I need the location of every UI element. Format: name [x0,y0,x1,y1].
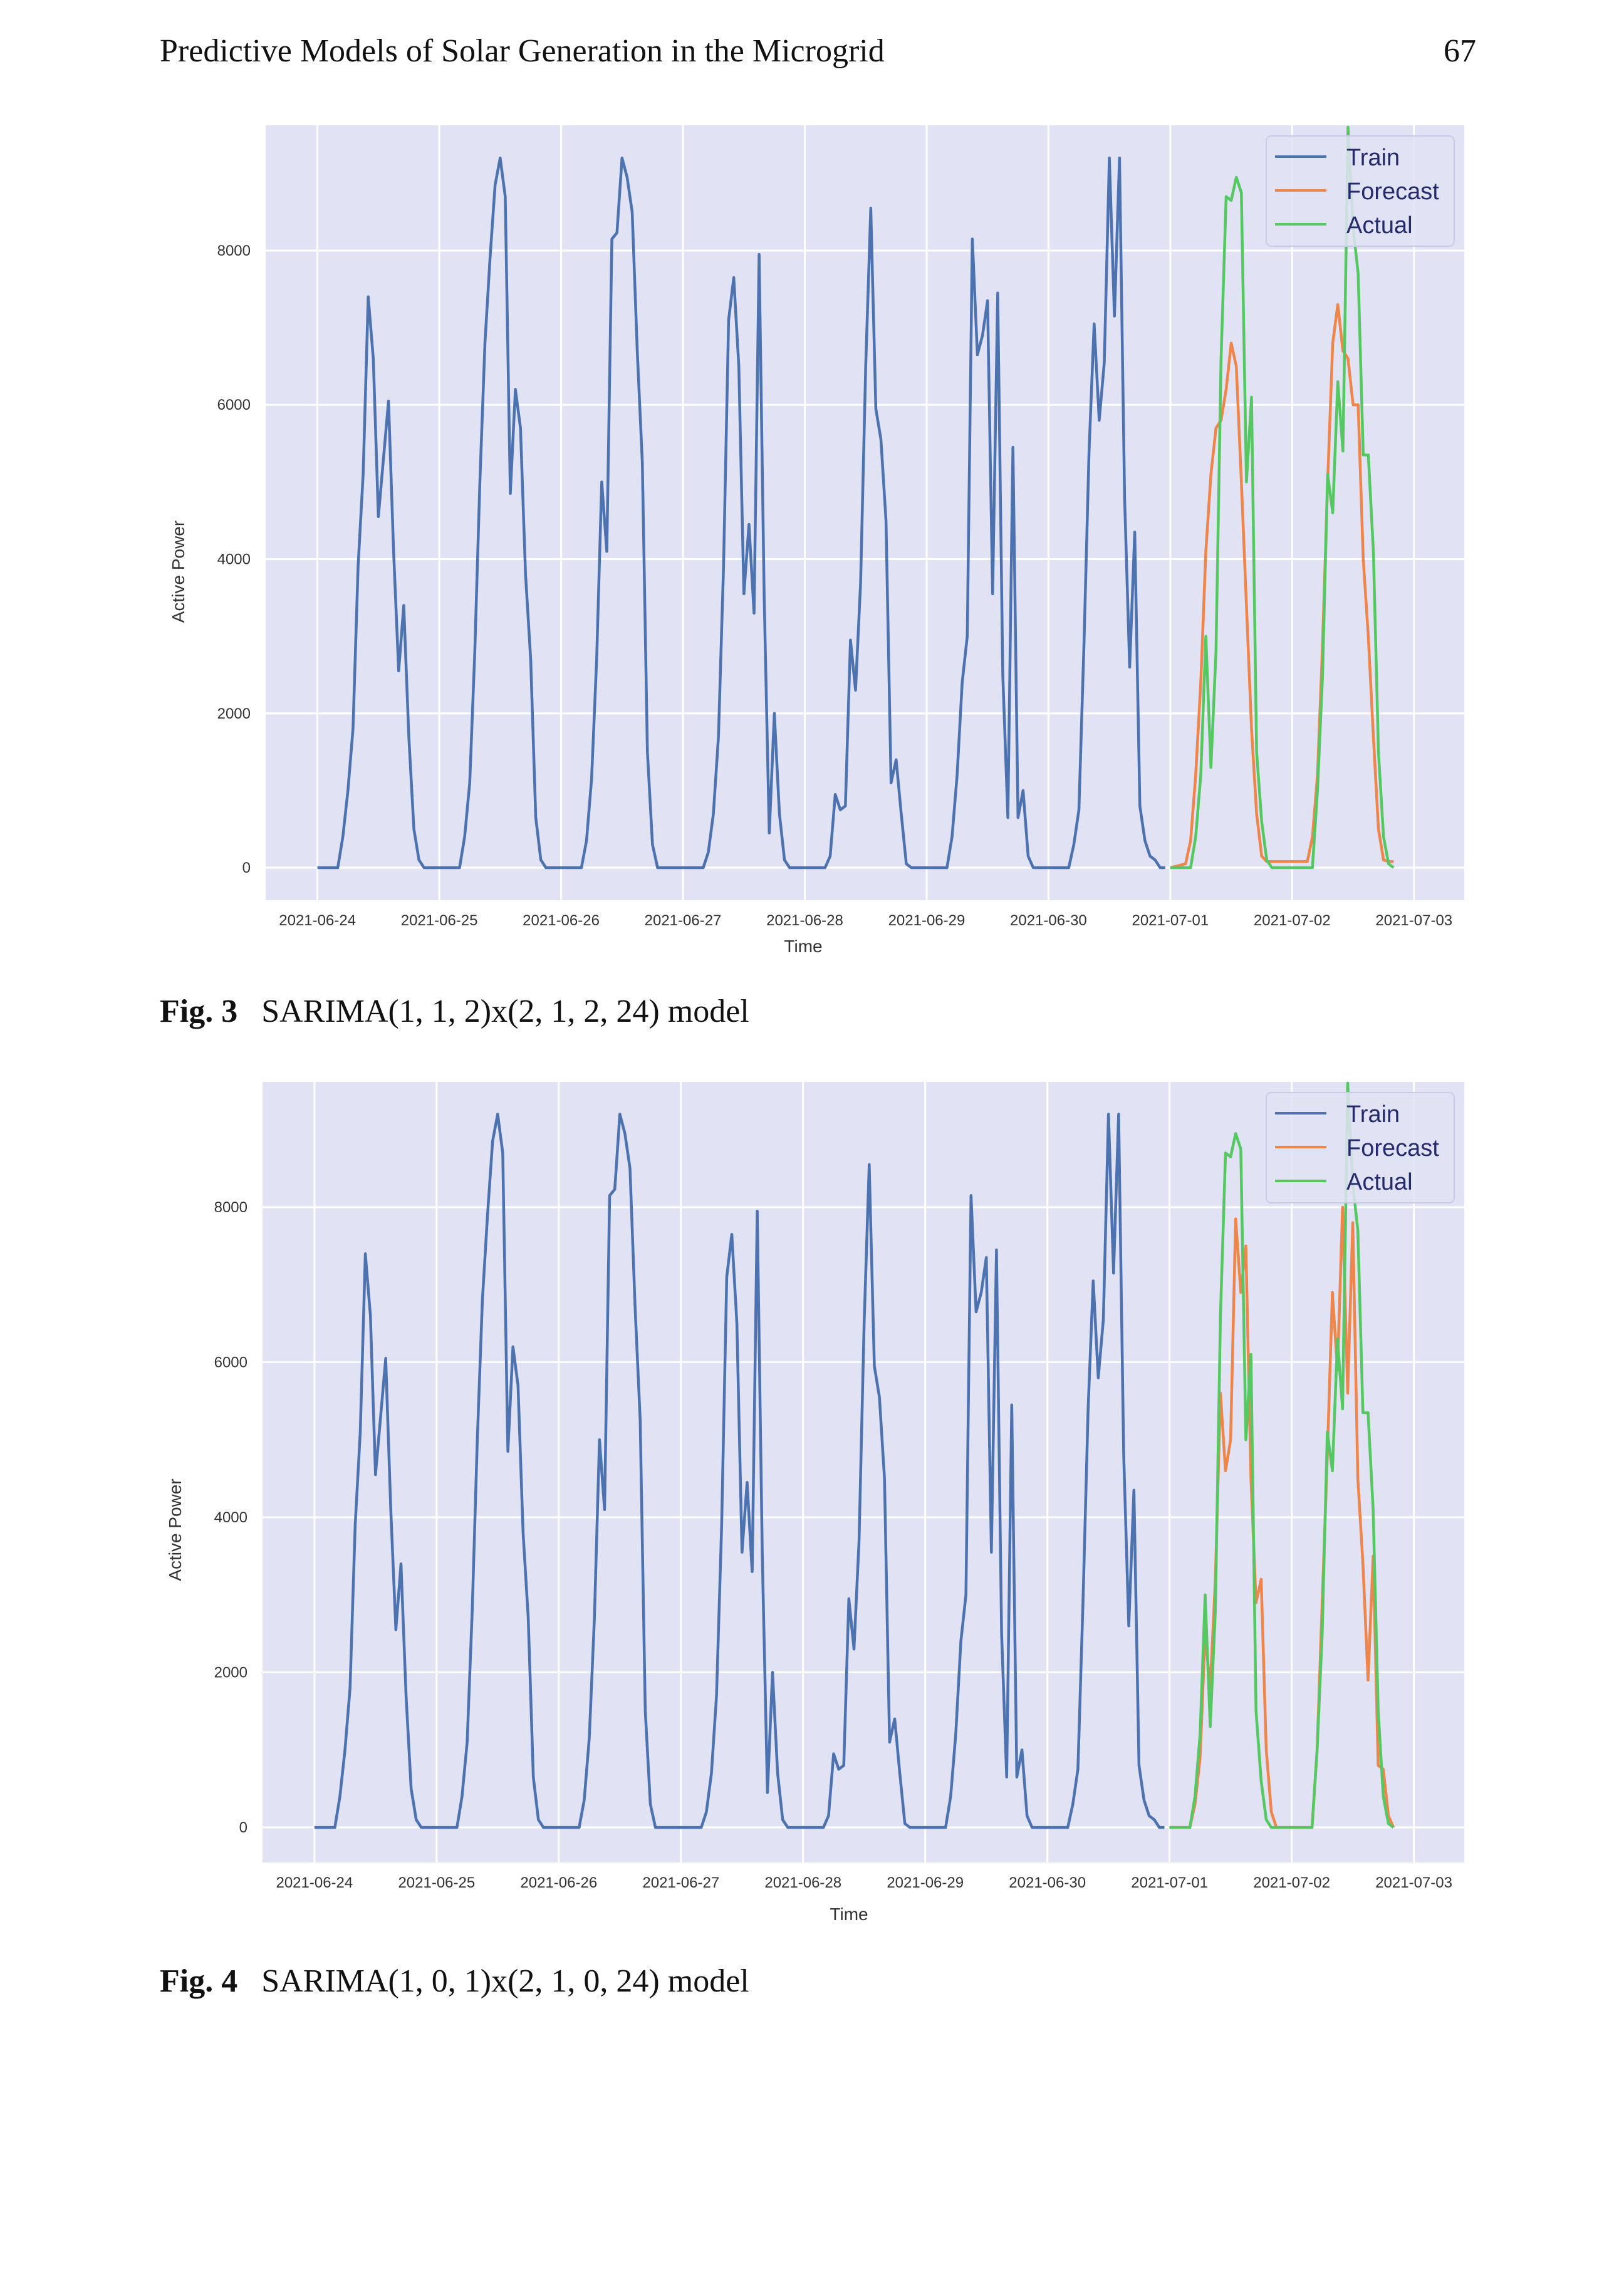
y-tick-label: 0 [239,1819,247,1836]
legend: Train Forecast Actual [1266,1092,1455,1203]
figure-4-chart: 2021-06-24 2021-06-25 2021-06-26 2021-06-27… [160,1071,1476,1942]
x-tick-label: 2021-07-02 [1253,1874,1330,1891]
series-line-actual [1169,1081,1395,1829]
y-axis-label: Active Power [165,1478,185,1581]
x-tick-label: 2021-06-27 [642,1874,719,1891]
x-tick-label: 2021-06-26 [520,1874,597,1891]
x-tick-label: 2021-06-24 [276,1874,353,1891]
x-axis-label: Time [784,937,822,956]
figure-label: Fig. 4 [160,1963,238,1999]
plot-background [266,125,1464,900]
x-tick-label: 2021-06-29 [888,912,966,929]
x-tick-label: 2021-07-02 [1254,912,1331,929]
y-tick-label: 2000 [214,1665,247,1681]
sarima-forecast-chart-2: 2021-06-24 2021-06-25 2021-06-26 2021-06-27… [165,1081,1464,1924]
y-tick-label: 4000 [214,1509,247,1526]
figure-4-caption: Fig. 4 SARIMA(1, 0, 1)x(2, 1, 0, 24) mode… [160,1963,749,2000]
x-tick-label: 2021-07-03 [1375,912,1452,929]
caption-text: SARIMA(1, 0, 1)x(2, 1, 0, 24) model [261,1963,749,1999]
x-tick-label: 2021-06-27 [645,912,722,929]
sarima-forecast-chart-1: 2021-06-24 2021-06-25 2021-06-26 2021-06-27… [169,125,1464,956]
legend-label: Actual [1346,212,1413,239]
x-tick-label: 2021-06-24 [279,912,356,929]
y-tick-label: 2000 [217,705,251,722]
legend-label: Actual [1346,1169,1413,1195]
x-tick-label: 2021-06-26 [523,912,600,929]
plot-background [263,1082,1464,1862]
x-tick-label: 2021-06-30 [1009,1874,1086,1891]
figure-3-caption: Fig. 3 SARIMA(1, 1, 2)x(2, 1, 2, 24) mode… [160,993,749,1030]
legend: Train Forecast Actual [1266,135,1455,247]
x-tick-label: 2021-06-30 [1010,912,1087,929]
running-head-title: Predictive Models of Solar Generation in… [160,33,885,69]
page-number: 67 [1444,33,1476,69]
gridlines [263,1082,1464,1862]
legend-label: Train [1346,145,1400,171]
y-tick-label: 8000 [214,1199,247,1216]
y-axis-label: Active Power [169,521,188,623]
x-tick-label: 2021-06-28 [764,1874,841,1891]
y-tick-label: 0 [242,860,251,876]
figure-3-chart: 2021-06-24 2021-06-25 2021-06-26 2021-06-27… [160,119,1476,971]
legend-label: Forecast [1346,179,1439,205]
y-tick-label: 6000 [217,397,251,413]
legend-label: Train [1346,1101,1400,1128]
y-tick-label: 4000 [217,551,251,568]
x-tick-label: 2021-07-01 [1131,1874,1208,1891]
legend-box [1266,1092,1455,1203]
legend-box [1266,135,1455,247]
x-tick-label: 2021-06-28 [766,912,843,929]
x-tick-label: 2021-07-03 [1375,1874,1452,1891]
y-tick-label: 8000 [217,242,251,259]
series-line-actual [1170,125,1395,870]
y-tick-label: 6000 [214,1354,247,1371]
x-tick-label: 2021-07-01 [1132,912,1209,929]
x-tick-label: 2021-06-29 [887,1874,964,1891]
x-tick-label: 2021-06-25 [398,1874,475,1891]
series-line-forecast [1170,303,1394,870]
caption-text: SARIMA(1, 1, 2)x(2, 1, 2, 24) model [261,994,749,1029]
x-tick-label: 2021-06-25 [401,912,478,929]
series-line-train [317,156,1165,870]
x-axis-label: Time [830,1904,868,1924]
series-line-train [314,1113,1165,1829]
legend-label: Forecast [1346,1135,1439,1161]
figure-label: Fig. 3 [160,994,238,1029]
